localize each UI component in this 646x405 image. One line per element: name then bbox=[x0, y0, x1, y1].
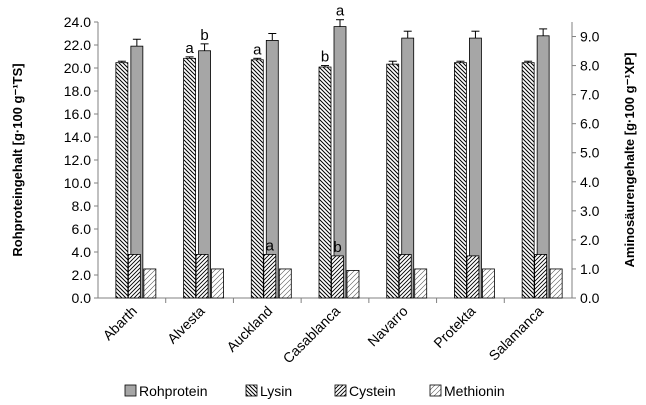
legend-swatch bbox=[124, 384, 137, 397]
category-label: Auckland bbox=[223, 303, 275, 355]
legend-swatch bbox=[334, 384, 347, 397]
right-tick-label: 0.0 bbox=[580, 290, 600, 306]
right-tick-label: 6.0 bbox=[580, 116, 600, 132]
legend-label: Cystein bbox=[349, 383, 396, 399]
left-tick-label: 24.0 bbox=[64, 14, 91, 30]
bar-cystein bbox=[127, 254, 141, 299]
right-tick-label: 2.0 bbox=[580, 232, 600, 248]
category-label: Alvesta bbox=[164, 303, 208, 347]
bar-cystein bbox=[331, 255, 344, 299]
legend-swatch bbox=[245, 384, 258, 397]
category-label: Protekta bbox=[430, 303, 478, 351]
right-tick-label: 5.0 bbox=[580, 145, 600, 161]
legend-label: Methionin bbox=[444, 383, 505, 399]
right-tick-label: 4.0 bbox=[580, 174, 600, 190]
left-tick-label: 22.0 bbox=[64, 37, 91, 53]
bar-methionin bbox=[414, 268, 428, 299]
bar-lysin bbox=[183, 57, 196, 299]
bar-methionin bbox=[143, 268, 157, 299]
category-label: Salamanca bbox=[485, 303, 546, 364]
bar-cystein bbox=[195, 254, 209, 299]
bar-lysin bbox=[521, 62, 535, 299]
legend-swatch bbox=[429, 384, 442, 397]
bar-lysin bbox=[454, 62, 467, 299]
bar-methionin bbox=[211, 268, 224, 299]
bar-lysin bbox=[318, 66, 332, 299]
bar-methionin bbox=[278, 268, 292, 299]
significance-letter: a bbox=[266, 237, 275, 254]
left-y-ticks: 0.0 2.0 4.0 6.0 8.0 10.0 12.0 14.0 16.0 18.0 20.0 2… bbox=[64, 14, 98, 306]
significance-letter: b bbox=[200, 27, 208, 44]
bar-lysin bbox=[386, 63, 400, 299]
left-y-axis-label: Rohproteingehalt [g·100 g⁻¹TS] bbox=[10, 63, 25, 256]
category-label: Casablanca bbox=[280, 303, 344, 367]
category-label: Abarth bbox=[99, 303, 139, 343]
left-tick-label: 8.0 bbox=[72, 198, 92, 214]
left-tick-label: 2.0 bbox=[72, 267, 92, 283]
x-ticks: Abarth Alvesta Auckland Casablanca Navarro Pr… bbox=[99, 298, 546, 366]
bar-cystein bbox=[534, 254, 548, 299]
right-tick-label: 8.0 bbox=[580, 58, 600, 74]
significance-letter: b bbox=[321, 49, 329, 66]
left-tick-label: 12.0 bbox=[64, 152, 91, 168]
left-tick-label: 0.0 bbox=[72, 290, 92, 306]
legend-label: Lysin bbox=[260, 383, 292, 399]
right-tick-label: 1.0 bbox=[580, 261, 600, 277]
right-tick-label: 9.0 bbox=[580, 29, 600, 45]
significance-letter: b bbox=[333, 239, 341, 256]
bar-cystein bbox=[263, 254, 277, 299]
right-tick-label: 7.0 bbox=[580, 87, 600, 103]
bar-cystein bbox=[398, 254, 412, 299]
left-tick-label: 10.0 bbox=[64, 175, 91, 191]
significance-letter: a bbox=[336, 3, 345, 20]
left-tick-label: 20.0 bbox=[64, 60, 91, 76]
bar-lysin bbox=[250, 59, 264, 299]
bar-methionin bbox=[482, 268, 495, 299]
bar-methionin bbox=[346, 269, 360, 299]
bar-lysin bbox=[115, 62, 129, 299]
left-tick-label: 4.0 bbox=[72, 244, 92, 260]
category-label: Navarro bbox=[364, 303, 411, 350]
left-tick-label: 16.0 bbox=[64, 106, 91, 122]
bars bbox=[115, 19, 563, 299]
legend-label: Rohprotein bbox=[139, 383, 208, 399]
right-y-axis-label: Aminosäurengehalte [g·100 g⁻¹XP] bbox=[622, 53, 637, 268]
left-tick-label: 18.0 bbox=[64, 83, 91, 99]
legend: Rohprotein Lysin Cystein Methionin bbox=[124, 383, 505, 399]
right-y-ticks: 0.0 1.0 2.0 3.0 4.0 5.0 6.0 7.0 8.0 9.0 bbox=[572, 29, 600, 306]
significance-letter: a bbox=[253, 41, 262, 58]
bar-methionin bbox=[549, 268, 563, 299]
left-tick-label: 14.0 bbox=[64, 129, 91, 145]
bar-cystein bbox=[466, 255, 480, 299]
right-tick-label: 3.0 bbox=[580, 203, 600, 219]
significance-letter: a bbox=[185, 40, 194, 57]
left-tick-label: 6.0 bbox=[72, 221, 92, 237]
